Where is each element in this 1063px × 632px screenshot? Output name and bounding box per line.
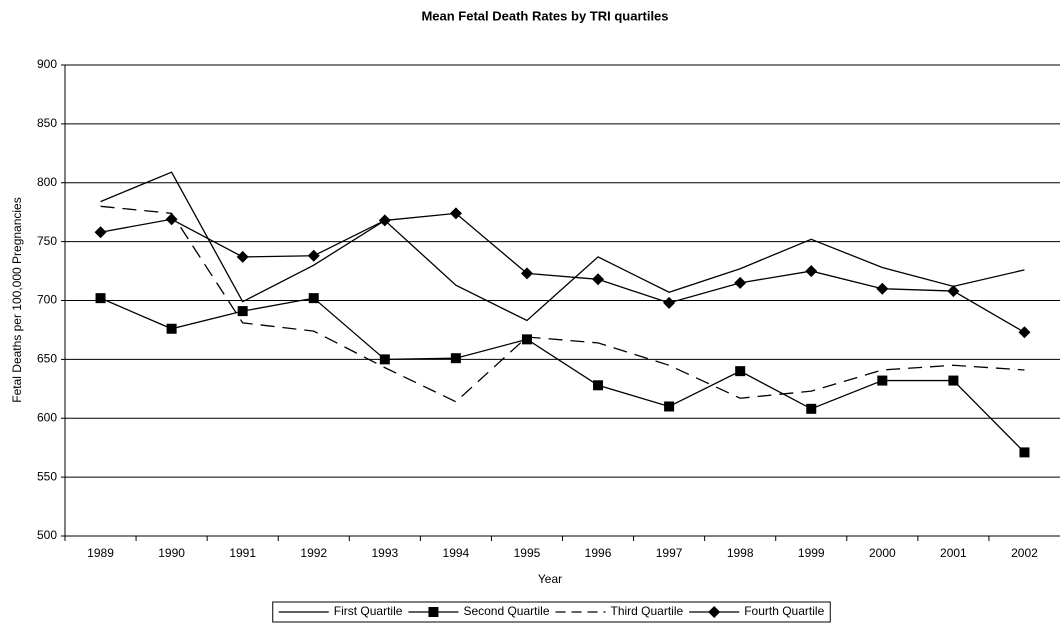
marker bbox=[734, 276, 747, 289]
marker bbox=[1018, 326, 1031, 339]
y-tick-label: 850 bbox=[37, 116, 57, 130]
marker bbox=[428, 607, 439, 617]
x-tick-label: 1991 bbox=[229, 546, 256, 560]
x-tick-label: 2000 bbox=[869, 546, 896, 560]
x-tick-label: 1997 bbox=[656, 546, 683, 560]
x-tick-label: 1999 bbox=[798, 546, 825, 560]
series bbox=[94, 207, 1031, 339]
marker bbox=[166, 323, 177, 334]
x-tick-label: 1989 bbox=[87, 546, 114, 560]
legend-label: Fourth Quartile bbox=[744, 604, 824, 618]
x-tick-label: 1992 bbox=[300, 546, 327, 560]
marker bbox=[948, 375, 959, 386]
legend-label: First Quartile bbox=[334, 604, 403, 618]
x-tick-label: 1990 bbox=[158, 546, 185, 560]
marker bbox=[165, 213, 178, 226]
x-tick-label: 1998 bbox=[727, 546, 754, 560]
marker bbox=[805, 265, 818, 278]
marker bbox=[378, 214, 391, 227]
series bbox=[100, 205, 1025, 403]
marker bbox=[1019, 447, 1030, 458]
marker bbox=[236, 250, 249, 263]
marker bbox=[94, 226, 107, 239]
marker bbox=[735, 366, 746, 377]
legend: First Quartile Second Quartile Third Quart… bbox=[272, 601, 831, 623]
marker bbox=[95, 293, 106, 304]
legend-box bbox=[272, 601, 831, 623]
y-axis-label: Fetal Deaths per 100,000 Pregnancies bbox=[10, 197, 24, 402]
series-line bbox=[100, 297, 1025, 453]
marker bbox=[663, 296, 676, 309]
marker bbox=[876, 282, 889, 295]
x-tick-label: 1994 bbox=[443, 546, 470, 560]
y-tick-label: 700 bbox=[37, 293, 57, 307]
series-line bbox=[100, 171, 1025, 322]
x-tick-label: 1995 bbox=[514, 546, 541, 560]
y-tick-label: 900 bbox=[37, 57, 57, 71]
legend-label: Third Quartile bbox=[611, 604, 684, 618]
marker bbox=[664, 401, 675, 412]
x-axis-label: Year bbox=[538, 572, 562, 586]
marker bbox=[521, 334, 532, 345]
marker bbox=[307, 249, 320, 262]
chart-title: Mean Fetal Death Rates by TRI quartiles bbox=[421, 8, 668, 23]
x-tick-label: 2002 bbox=[1011, 546, 1038, 560]
marker bbox=[592, 273, 605, 286]
x-tick-label: 2001 bbox=[940, 546, 967, 560]
marker bbox=[708, 606, 721, 618]
y-tick-label: 500 bbox=[37, 528, 57, 542]
marker bbox=[237, 306, 248, 317]
marker bbox=[449, 207, 462, 220]
y-tick-label: 650 bbox=[37, 352, 57, 366]
marker bbox=[806, 403, 817, 414]
marker bbox=[379, 354, 390, 365]
y-tick-label: 800 bbox=[37, 175, 57, 189]
y-tick-label: 550 bbox=[37, 469, 57, 483]
marker bbox=[947, 285, 960, 298]
marker bbox=[593, 380, 604, 391]
series bbox=[100, 171, 1025, 322]
series-line bbox=[100, 205, 1025, 403]
y-tick-label: 750 bbox=[37, 234, 57, 248]
marker bbox=[520, 267, 533, 280]
series bbox=[95, 293, 1030, 458]
marker bbox=[450, 353, 461, 364]
marker bbox=[308, 293, 319, 304]
x-tick-label: 1993 bbox=[371, 546, 398, 560]
legend-label: Second Quartile bbox=[463, 604, 549, 618]
marker bbox=[877, 375, 888, 386]
y-tick-label: 600 bbox=[37, 410, 57, 424]
x-tick-label: 1996 bbox=[585, 546, 612, 560]
series-line bbox=[100, 212, 1025, 333]
